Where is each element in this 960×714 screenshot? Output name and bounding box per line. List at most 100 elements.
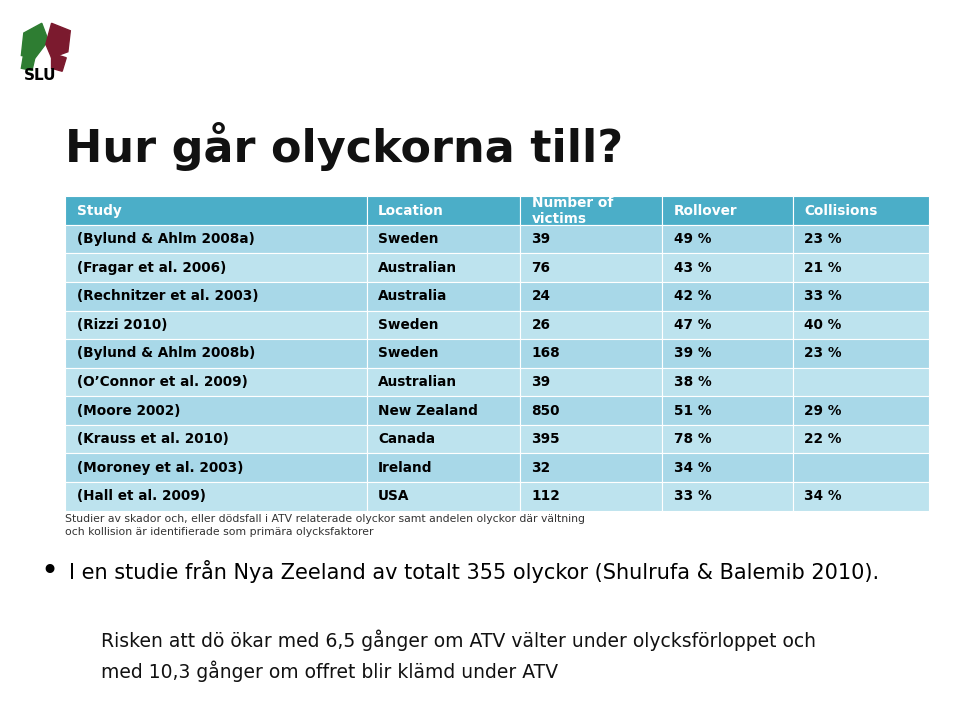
Bar <box>662 196 793 225</box>
Text: Canada: Canada <box>378 432 435 446</box>
Text: 39 %: 39 % <box>674 346 711 361</box>
Bar <box>520 396 662 425</box>
Bar <box>662 225 793 253</box>
Bar <box>520 196 662 225</box>
Text: 49 %: 49 % <box>674 232 711 246</box>
Bar <box>793 282 929 311</box>
Bar <box>662 396 793 425</box>
Text: (Rizzi 2010): (Rizzi 2010) <box>77 318 167 332</box>
Text: (Rechnitzer et al. 2003): (Rechnitzer et al. 2003) <box>77 289 258 303</box>
Text: 33 %: 33 % <box>804 289 842 303</box>
Text: •: • <box>40 557 59 585</box>
Bar <box>367 311 520 339</box>
Bar <box>520 482 662 511</box>
Bar <box>793 225 929 253</box>
Bar <box>65 225 367 253</box>
Text: 22 %: 22 % <box>804 432 842 446</box>
Text: New Zealand: New Zealand <box>378 403 478 418</box>
Text: 24: 24 <box>532 289 550 303</box>
Text: Rollover: Rollover <box>674 203 737 218</box>
Text: (Bylund & Ahlm 2008a): (Bylund & Ahlm 2008a) <box>77 232 254 246</box>
Bar <box>65 196 367 225</box>
Bar <box>367 482 520 511</box>
Text: 395: 395 <box>532 432 561 446</box>
Bar <box>65 396 367 425</box>
Bar <box>65 453 367 482</box>
Text: (Krauss et al. 2010): (Krauss et al. 2010) <box>77 432 228 446</box>
Text: 168: 168 <box>532 346 561 361</box>
Text: Location: Location <box>378 203 444 218</box>
Text: 26: 26 <box>532 318 550 332</box>
Bar <box>367 339 520 368</box>
Bar <box>793 339 929 368</box>
Bar <box>65 482 367 511</box>
Text: Sweden: Sweden <box>378 346 439 361</box>
Bar <box>662 482 793 511</box>
Text: 29 %: 29 % <box>804 403 842 418</box>
Bar <box>65 425 367 453</box>
Text: (Hall et al. 2009): (Hall et al. 2009) <box>77 489 205 503</box>
Bar <box>662 368 793 396</box>
Text: Sweden: Sweden <box>378 232 439 246</box>
Text: 76: 76 <box>532 261 550 275</box>
Text: 32: 32 <box>532 461 551 475</box>
Text: 78 %: 78 % <box>674 432 711 446</box>
Text: (O’Connor et al. 2009): (O’Connor et al. 2009) <box>77 375 248 389</box>
Text: 112: 112 <box>532 489 561 503</box>
Bar <box>65 368 367 396</box>
Text: (Fragar et al. 2006): (Fragar et al. 2006) <box>77 261 226 275</box>
Bar <box>520 225 662 253</box>
Text: SLU: SLU <box>24 69 57 84</box>
Text: 33 %: 33 % <box>674 489 711 503</box>
Bar <box>367 196 520 225</box>
Text: Australia: Australia <box>378 289 447 303</box>
Bar <box>520 311 662 339</box>
Bar <box>793 311 929 339</box>
Text: 23 %: 23 % <box>804 232 842 246</box>
Text: 34 %: 34 % <box>674 461 711 475</box>
Bar <box>662 425 793 453</box>
Bar <box>65 311 367 339</box>
Text: 51 %: 51 % <box>674 403 711 418</box>
Polygon shape <box>46 24 70 58</box>
Bar <box>520 425 662 453</box>
Text: Number of
victims: Number of victims <box>532 196 612 226</box>
Bar <box>793 482 929 511</box>
Bar <box>793 396 929 425</box>
Bar <box>520 253 662 282</box>
Text: USA: USA <box>378 489 409 503</box>
Bar <box>367 225 520 253</box>
Bar <box>793 196 929 225</box>
Text: I en studie från Nya Zeeland av totalt 355 olyckor (Shulrufa & Balemib 2010).: I en studie från Nya Zeeland av totalt 3… <box>69 560 879 583</box>
Polygon shape <box>21 54 36 71</box>
Text: 34 %: 34 % <box>804 489 842 503</box>
Bar <box>520 453 662 482</box>
Text: 21 %: 21 % <box>804 261 842 275</box>
Text: 42 %: 42 % <box>674 289 711 303</box>
Bar <box>65 253 367 282</box>
Bar <box>367 425 520 453</box>
Text: 47 %: 47 % <box>674 318 711 332</box>
Text: 39: 39 <box>532 375 551 389</box>
Bar <box>662 253 793 282</box>
Bar <box>793 368 929 396</box>
Text: (Moroney et al. 2003): (Moroney et al. 2003) <box>77 461 243 475</box>
Bar <box>662 282 793 311</box>
Bar <box>65 282 367 311</box>
Text: Sweden: Sweden <box>378 318 439 332</box>
Bar <box>662 453 793 482</box>
Bar <box>65 339 367 368</box>
Polygon shape <box>52 54 66 71</box>
Bar <box>520 282 662 311</box>
Bar <box>367 368 520 396</box>
Bar <box>367 282 520 311</box>
Polygon shape <box>21 24 48 58</box>
Bar <box>793 425 929 453</box>
Text: (Bylund & Ahlm 2008b): (Bylund & Ahlm 2008b) <box>77 346 255 361</box>
Text: Study: Study <box>77 203 122 218</box>
Bar <box>520 339 662 368</box>
Bar <box>793 253 929 282</box>
Text: 38 %: 38 % <box>674 375 711 389</box>
Text: 40 %: 40 % <box>804 318 842 332</box>
Text: Risken att dö ökar med 6,5 gånger om ATV välter under olycksförloppet och
med 10: Risken att dö ökar med 6,5 gånger om ATV… <box>101 629 816 682</box>
